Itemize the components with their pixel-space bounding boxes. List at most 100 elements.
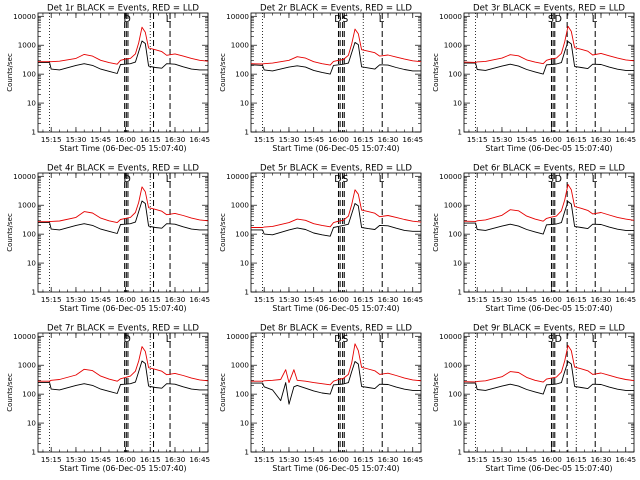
marker-annotation: D <box>123 14 130 25</box>
panel-title: Det 9r BLACK = Events, RED = LLD <box>473 324 625 334</box>
lld-series-line <box>251 343 422 386</box>
plot-frame <box>463 332 635 453</box>
y-tick-label: 10 <box>240 419 250 428</box>
y-tick-label: 1000 <box>444 41 463 50</box>
x-axis-label: Start Time (06-Dec-05 15:07:40) <box>59 144 186 153</box>
y-tick-label: 1 <box>244 288 249 297</box>
marker-annotation: L <box>379 14 385 25</box>
x-tick-label: 15:30 <box>492 295 513 304</box>
y-tick-label: 100 <box>448 390 462 399</box>
panel-title: Det 3r BLACK = Events, RED = LLD <box>473 4 625 14</box>
marker-annotation: D <box>123 334 130 345</box>
x-tick-label: 15:15 <box>41 455 62 464</box>
marker-annotation: L <box>592 334 598 345</box>
events-series-line <box>38 40 208 74</box>
lld-series-line <box>38 186 209 224</box>
panel: Det 8r BLACK = Events, RED = LLD 1 10 100 10… <box>219 324 423 474</box>
x-tick-label: 15:15 <box>467 455 488 464</box>
x-tick-label: 16:30 <box>591 295 612 304</box>
y-tick-label: 100 <box>22 70 36 79</box>
x-tick-label: 16:45 <box>189 455 210 464</box>
y-tick-label: 10 <box>27 419 37 428</box>
y-tick-label: 100 <box>22 230 36 239</box>
x-tick-label: 16:15 <box>566 295 587 304</box>
x-tick-label: 15:15 <box>467 135 488 144</box>
y-tick-label: 100 <box>235 70 249 79</box>
panel-title: Det 6r BLACK = Events, RED = LLD <box>473 164 625 174</box>
marker-annotation: D <box>334 174 341 185</box>
y-tick-label: 10000 <box>226 12 249 21</box>
y-tick-label: 1 <box>31 288 36 297</box>
panel-title: Det 8r BLACK = Events, RED = LLD <box>260 324 412 334</box>
y-tick-label: 1000 <box>231 41 250 50</box>
events-series-line <box>464 201 634 235</box>
events-series-line <box>251 203 421 237</box>
panel: Det 2r BLACK = Events, RED = LLD 1 10 100 10… <box>219 4 423 154</box>
y-tick-label: 1 <box>31 128 36 137</box>
x-tick-label: 15:30 <box>279 295 300 304</box>
y-tick-label: 100 <box>448 230 462 239</box>
plot-frame <box>463 172 635 293</box>
x-tick-label: 16:00 <box>328 295 349 304</box>
x-tick-label: 15:30 <box>492 455 513 464</box>
x-tick-label: 15:45 <box>303 135 324 144</box>
panel-title: Det 5r BLACK = Events, RED = LLD <box>260 164 412 174</box>
panel: Det 3r BLACK = Events, RED = LLD 1 10 100 10… <box>432 4 636 154</box>
y-tick-label: 10000 <box>13 12 36 21</box>
y-tick-label: 100 <box>448 70 462 79</box>
x-tick-label: 16:45 <box>402 455 423 464</box>
x-tick-label: 16:00 <box>115 295 136 304</box>
x-tick-label: 16:15 <box>140 455 161 464</box>
y-axis-label: Counts/sec <box>219 373 227 412</box>
x-tick-label: 15:30 <box>66 295 87 304</box>
marker-annotation: S <box>548 174 554 185</box>
x-axis-label: Start Time (06-Dec-05 15:07:40) <box>272 304 399 313</box>
x-axis-label: Start Time (06-Dec-05 15:07:40) <box>59 304 186 313</box>
marker-annotation: D <box>555 174 562 185</box>
y-tick-label: 1000 <box>231 201 250 210</box>
y-tick-label: 10 <box>453 259 463 268</box>
events-series-line <box>464 361 634 395</box>
x-tick-label: 16:45 <box>402 295 423 304</box>
x-tick-label: 15:45 <box>90 295 111 304</box>
marker-annotation: D <box>123 174 130 185</box>
x-tick-label: 16:30 <box>378 455 399 464</box>
x-tick-label: 15:30 <box>279 455 300 464</box>
x-tick-label: 16:15 <box>140 135 161 144</box>
x-tick-label: 16:45 <box>189 135 210 144</box>
x-tick-label: 15:30 <box>279 135 300 144</box>
y-tick-label: 10000 <box>439 12 462 21</box>
x-tick-label: 16:30 <box>165 455 186 464</box>
x-tick-label: 15:45 <box>90 455 111 464</box>
x-tick-label: 15:45 <box>516 295 537 304</box>
x-tick-label: 16:45 <box>615 295 636 304</box>
plot-frame <box>250 332 422 453</box>
x-axis-label: Start Time (06-Dec-05 15:07:40) <box>485 144 612 153</box>
y-tick-label: 1 <box>244 128 249 137</box>
y-tick-label: 10 <box>27 99 37 108</box>
y-tick-label: 1000 <box>231 361 250 370</box>
y-axis-label: Counts/sec <box>432 373 440 412</box>
x-tick-label: 16:30 <box>165 135 186 144</box>
events-series-line <box>250 41 421 75</box>
x-tick-label: 16:00 <box>328 135 349 144</box>
y-tick-label: 1 <box>31 448 36 457</box>
y-tick-label: 1 <box>244 448 249 457</box>
panel-title: Det 2r BLACK = Events, RED = LLD <box>260 4 412 14</box>
y-tick-label: 1000 <box>444 361 463 370</box>
marker-annotation: L <box>166 334 172 345</box>
x-tick-label: 15:15 <box>41 135 62 144</box>
x-tick-label: 16:30 <box>378 135 399 144</box>
plot-frame <box>250 12 422 133</box>
x-tick-label: 16:30 <box>378 295 399 304</box>
lld-series-line <box>463 345 635 383</box>
x-axis-label: Start Time (06-Dec-05 15:07:40) <box>272 464 399 473</box>
marker-annotation: D <box>334 14 341 25</box>
marker-annotation: S <box>342 14 348 25</box>
plot-frame <box>37 172 209 293</box>
y-tick-label: 10 <box>240 259 250 268</box>
events-series-line <box>38 200 208 234</box>
y-tick-label: 10000 <box>226 172 249 181</box>
y-tick-label: 1 <box>457 128 462 137</box>
